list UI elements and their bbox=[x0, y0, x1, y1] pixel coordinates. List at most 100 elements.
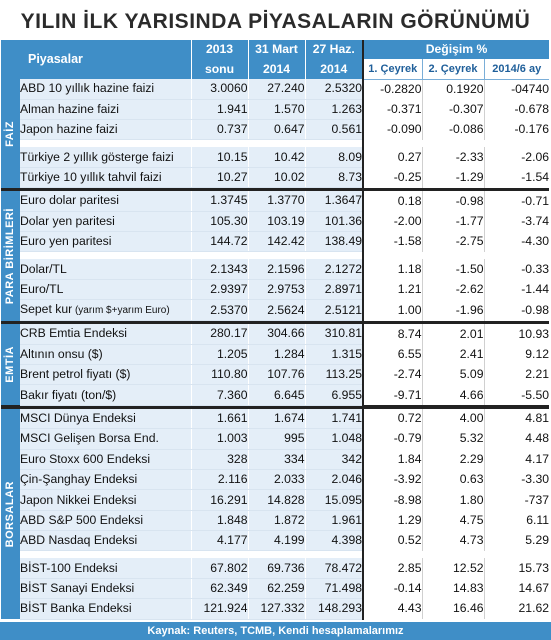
change-c1: 1.00 bbox=[362, 299, 422, 321]
separator-cell bbox=[20, 320, 191, 325]
change-c2: -1.96 bbox=[421, 299, 484, 321]
separator-cell bbox=[248, 405, 305, 409]
table-row: PARA BİRİMLERİ Euro dolar paritesi 1.3745 1… bbox=[1, 191, 550, 321]
change-c1: 2.85 bbox=[362, 558, 422, 579]
change-c3: 21.62 bbox=[483, 598, 550, 620]
value-v1: 1.205 bbox=[190, 344, 248, 365]
value-v1: 10.27 bbox=[190, 167, 248, 189]
change-c1: 0.52 bbox=[362, 530, 422, 551]
row-label: Alman hazine faizi bbox=[20, 99, 191, 121]
row-label: MSCI Dünya Endeksi bbox=[20, 408, 191, 430]
change-c3: 4.17 bbox=[483, 449, 550, 470]
row-label: Dolar/TL bbox=[20, 259, 191, 280]
separator-cell bbox=[363, 320, 422, 325]
separator-cell bbox=[1, 320, 20, 325]
value-v3: 2.1272 bbox=[304, 259, 363, 280]
header-col1-top: 2013 bbox=[190, 40, 248, 60]
header-piyasalar: Piyasalar bbox=[20, 40, 191, 80]
change-c1: -0.2820 bbox=[362, 79, 422, 100]
change-c1: -0.79 bbox=[362, 428, 422, 450]
value-v1: 1.848 bbox=[190, 510, 248, 532]
header-degisim: Değişim % bbox=[361, 40, 550, 60]
value-v2: 10.02 bbox=[247, 167, 305, 189]
change-c2: 1.80 bbox=[421, 489, 484, 511]
gap-cell bbox=[362, 139, 422, 148]
change-c1: -0.25 bbox=[362, 167, 422, 188]
value-v1: 3.0060 bbox=[190, 79, 248, 100]
change-c1: -2.00 bbox=[362, 211, 422, 232]
row-name: Çin-Şanghay Endeksi bbox=[20, 472, 138, 487]
value-v2: 103.19 bbox=[247, 211, 305, 233]
table-row: BİST Sanayi Endeksi 62.349 62.259 71.498 -0.… bbox=[1, 578, 550, 600]
header-col3-bottom: 2014 bbox=[304, 59, 363, 80]
change-c3: 6.11 bbox=[483, 510, 550, 531]
value-v3: 148.293 bbox=[304, 598, 363, 620]
value-v1: 0.737 bbox=[190, 119, 248, 141]
change-c2: 4.66 bbox=[421, 384, 484, 406]
header-corner bbox=[1, 40, 20, 60]
separator-cell bbox=[363, 405, 422, 409]
table-row: Dolar yen paritesi 105.30 103.19 101.36 -2.0… bbox=[1, 211, 550, 233]
gap-cell bbox=[305, 139, 363, 148]
header-row-1: Piyasalar 2013 31 Mart 27 Haz. Değişim % bbox=[1, 40, 550, 80]
change-c1: -8.98 bbox=[362, 489, 422, 511]
row-label: Brent petrol fiyatı ($) bbox=[20, 364, 191, 386]
value-v3: 4.398 bbox=[304, 530, 363, 552]
change-c2: 16.46 bbox=[421, 598, 484, 620]
change-c3: 14.67 bbox=[483, 578, 550, 599]
separator-cell bbox=[305, 320, 363, 325]
gap-cell bbox=[20, 139, 191, 148]
value-v1: 2.116 bbox=[190, 469, 248, 491]
value-v1: 1.003 bbox=[190, 428, 248, 450]
row-name: Euro/TL bbox=[20, 281, 64, 296]
gap-cell bbox=[422, 251, 484, 260]
row-name: Altının onsu ($) bbox=[20, 346, 103, 361]
table-row: Euro/TL 2.9397 2.9753 2.8971 1.21 -2.62 -1.44 bbox=[1, 279, 550, 301]
table-row: BİST-100 Endeksi 67.802 69.736 78.472 2.85 12… bbox=[1, 558, 550, 579]
row-label: Bakır fiyatı (ton/$) bbox=[20, 384, 191, 406]
value-v2: 14.828 bbox=[247, 489, 305, 511]
change-c2: -1.50 bbox=[421, 259, 484, 280]
section-separator bbox=[1, 320, 550, 325]
change-c3: -5.50 bbox=[483, 384, 550, 406]
change-c3: -4.30 bbox=[483, 231, 550, 252]
value-v1: 67.802 bbox=[190, 558, 248, 579]
row-name: BİST-100 Endeksi bbox=[20, 560, 118, 575]
value-v2: 0.647 bbox=[247, 119, 305, 141]
value-v2: 1.674 bbox=[247, 408, 305, 430]
value-v2: 1.872 bbox=[247, 510, 305, 532]
value-v3: 78.472 bbox=[304, 558, 363, 579]
change-c1: 1.29 bbox=[362, 510, 422, 531]
value-v2: 6.645 bbox=[247, 384, 305, 406]
row-name: ABD 10 yıllık hazine faizi bbox=[20, 81, 155, 96]
value-v1: 1.661 bbox=[190, 408, 248, 430]
gap-cell bbox=[248, 550, 305, 559]
change-c3: 4.48 bbox=[483, 428, 550, 450]
gap-cell bbox=[20, 251, 191, 260]
table-row: Japon hazine faizi 0.737 0.647 0.561 -0.090-… bbox=[1, 119, 550, 141]
separator-cell bbox=[248, 320, 305, 325]
row-label: ABD S&P 500 Endeksi bbox=[20, 510, 191, 532]
group-gap bbox=[1, 550, 550, 559]
header-q2: 2. Çeyrek bbox=[421, 59, 484, 80]
change-c1: -0.090 bbox=[362, 119, 422, 140]
value-v1: 1.3745 bbox=[190, 191, 248, 212]
value-v2: 2.1596 bbox=[247, 259, 305, 280]
change-c1: 0.18 bbox=[362, 191, 422, 212]
change-c3: 2.21 bbox=[483, 364, 550, 385]
separator-cell bbox=[422, 187, 484, 192]
change-c2: 4.00 bbox=[421, 408, 484, 429]
separator-cell bbox=[191, 187, 248, 192]
table-row: Japon Nikkei Endeksi 16.291 14.828 15.095 -8… bbox=[1, 489, 550, 511]
section-label-para: PARA BİRİMLERİ bbox=[1, 191, 20, 321]
change-c1: 1.18 bbox=[362, 259, 422, 280]
section-separator bbox=[1, 405, 550, 409]
change-c2: 0.63 bbox=[421, 469, 484, 490]
table-row: EMTİA CRB Emtia Endeksi 280.17 304.66 310.81… bbox=[1, 324, 550, 406]
table-row: FAİZ ABD 10 yıllık hazine faizi 3.0060 27.2… bbox=[1, 79, 550, 188]
value-v1: 7.360 bbox=[190, 384, 248, 406]
separator-cell bbox=[191, 320, 248, 325]
source-note: Kaynak: Reuters, TCMB, Kendi hesaplamala… bbox=[0, 622, 551, 640]
change-c1: 4.43 bbox=[362, 598, 422, 620]
